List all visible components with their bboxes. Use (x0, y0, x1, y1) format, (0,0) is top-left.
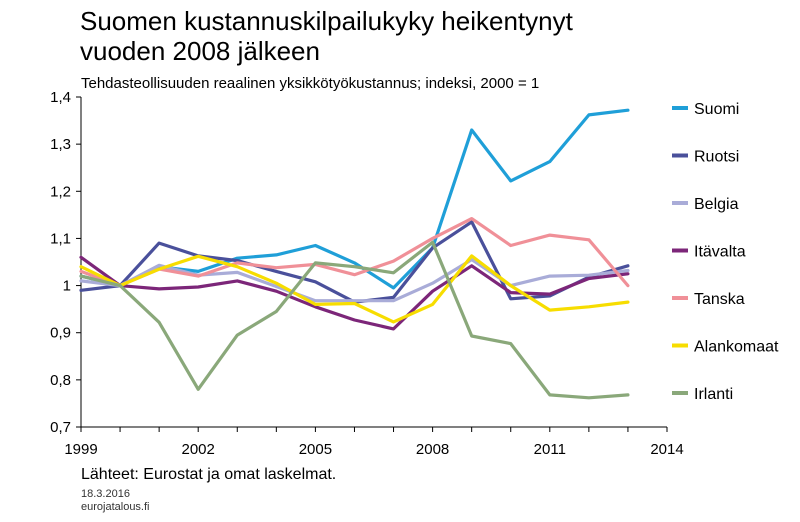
chart-title: Suomen kustannuskilpailukyky heikentynyt… (80, 6, 573, 66)
legend-label: Alankomaat (694, 339, 779, 356)
legend-label: Itävalta (694, 244, 746, 261)
y-tick-label: 1,3 (50, 136, 71, 153)
legend: Suomi Ruotsi Belgia Itävalta Tanska Alankomaa… (672, 101, 779, 403)
x-tick-label: 2014 (650, 441, 683, 458)
y-tick-label: 0,8 (50, 372, 71, 389)
source-note: Lähteet: Eurostat ja omat laskelmat. (81, 466, 337, 483)
x-tick-label: 2011 (534, 441, 566, 458)
axes: 0,7 0,8 0,9 1 1,1 1,2 1,3 1,4 1999 2002 2005 2008 20… (50, 89, 684, 458)
x-tick-label: 2008 (416, 441, 449, 458)
site-name: eurojatalous.fi (81, 501, 150, 513)
series-line-6 (79, 254, 630, 324)
series-layer (79, 108, 630, 400)
series-line-7 (79, 240, 630, 400)
legend-label: Belgia (694, 196, 739, 213)
series-line-5 (79, 217, 630, 288)
legend-label: Ruotsi (694, 149, 739, 166)
x-tick-label: 1999 (64, 441, 97, 458)
legend-label: Suomi (694, 101, 739, 118)
y-tick-label: 1,2 (50, 183, 71, 200)
chart-title-line-2: vuoden 2008 jälkeen (80, 36, 320, 66)
series-line-4 (79, 255, 630, 331)
y-tick-label: 1 (63, 278, 71, 295)
legend-label: Irlanti (694, 386, 733, 403)
series-line-1 (79, 108, 630, 290)
date-stamp: 18.3.2016 (81, 488, 130, 500)
y-tick-label: 1,4 (50, 89, 71, 106)
y-tick-label: 0,7 (50, 419, 71, 436)
y-tick-label: 0,9 (50, 325, 71, 342)
x-tick-label: 2002 (182, 441, 215, 458)
chart-subtitle: Tehdasteollisuuden reaalinen yksikkötyök… (81, 75, 540, 92)
chart-title-line-1: Suomen kustannuskilpailukyky heikentynyt (80, 6, 573, 36)
x-tick-label: 2005 (299, 441, 332, 458)
legend-label: Tanska (694, 291, 745, 308)
y-tick-label: 1,1 (50, 230, 71, 247)
series-line-3 (79, 258, 630, 303)
